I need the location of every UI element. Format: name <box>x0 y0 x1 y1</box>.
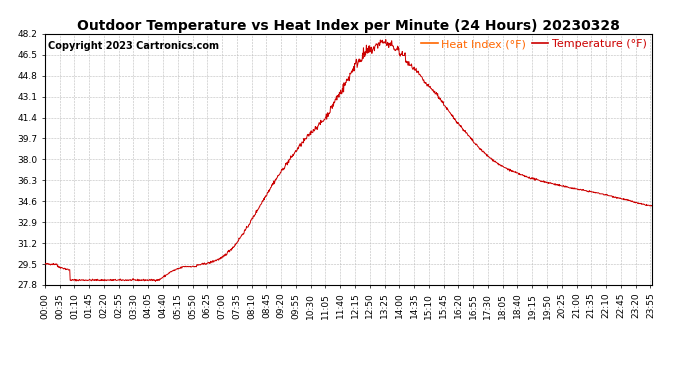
Title: Outdoor Temperature vs Heat Index per Minute (24 Hours) 20230328: Outdoor Temperature vs Heat Index per Mi… <box>77 19 620 33</box>
Text: Copyright 2023 Cartronics.com: Copyright 2023 Cartronics.com <box>48 41 219 51</box>
Legend: Heat Index (°F), Temperature (°F): Heat Index (°F), Temperature (°F) <box>421 39 647 49</box>
